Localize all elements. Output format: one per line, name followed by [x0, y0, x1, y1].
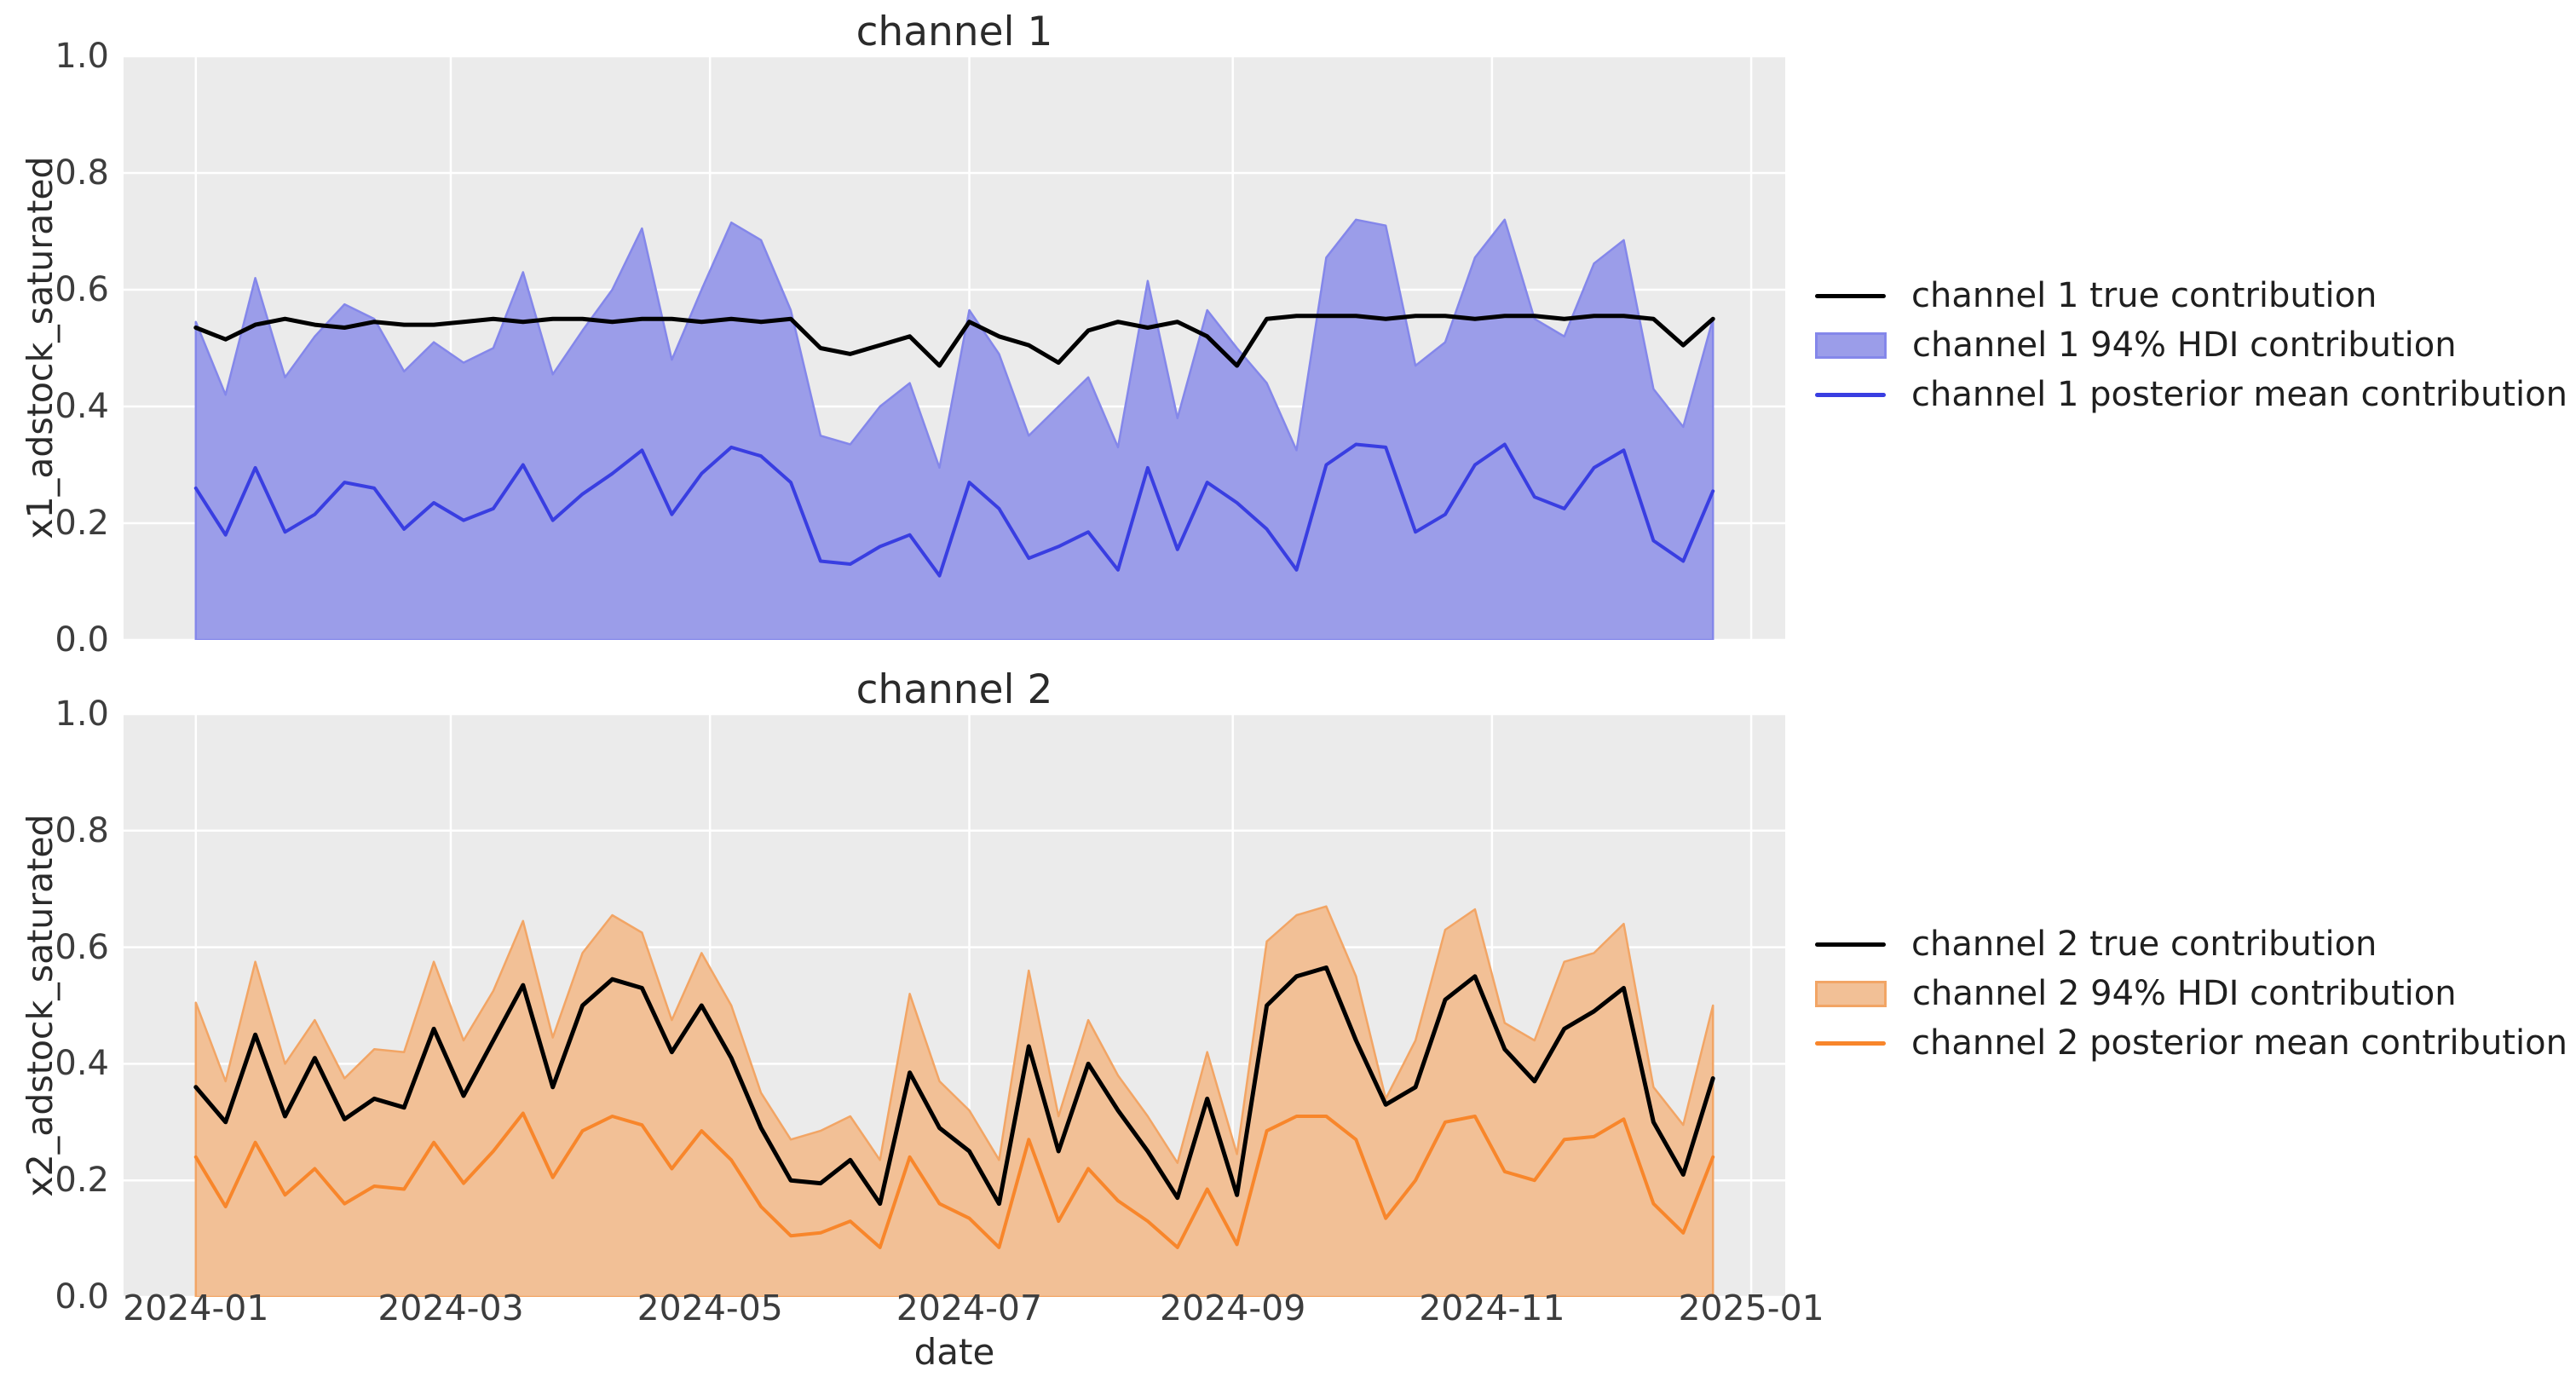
subplot-2-chart [124, 714, 1785, 1297]
x-tick-label: 2024-09 [1160, 1288, 1306, 1328]
x-tick-label: 2024-03 [377, 1288, 524, 1328]
series-line [193, 314, 1715, 368]
legend-item: channel 1 true contribution [1815, 271, 2565, 320]
series-line [193, 965, 1715, 1207]
legend-item: channel 2 posterior mean contribution [1815, 1018, 2567, 1068]
subplot-1-title: channel 1 [856, 9, 1053, 55]
legend-line-swatch [1815, 392, 1886, 397]
subplot-2-plot-area [124, 714, 1785, 1297]
series-line [193, 442, 1715, 578]
legend-item: channel 2 true contribution [1815, 919, 2565, 969]
legend-label: channel 2 posterior mean contribution [1911, 1023, 2567, 1063]
subplot-1-plot-area [124, 56, 1785, 640]
x-axis-label: date [913, 1331, 995, 1373]
y-tick-label: 1.0 [55, 37, 109, 76]
x-tick-label: 2025-01 [1678, 1288, 1824, 1328]
subplot-2-title: channel 2 [856, 666, 1053, 713]
hdi-band [194, 905, 1714, 1297]
subplot-2-y-axis-label: x2_adstock_saturated [20, 814, 61, 1197]
series-line [193, 1111, 1715, 1249]
y-tick-label: 0.8 [55, 810, 109, 850]
legend-label: channel 2 true contribution [1911, 925, 2377, 964]
legend-item: channel 1 posterior mean contribution [1815, 370, 2567, 419]
hdi-band [194, 218, 1714, 640]
x-tick-label: 2024-11 [1419, 1288, 1565, 1328]
y-tick-label: 0.8 [55, 153, 109, 193]
y-tick-label: 0.2 [55, 1161, 109, 1201]
subplot-1-chart [124, 56, 1785, 640]
legend-item: channel 2 94% HDI contribution [1815, 969, 2565, 1018]
subplot-2-legend: channel 2 true contribution channel 2 94%… [1815, 919, 2567, 1068]
legend-item: channel 1 94% HDI contribution [1815, 320, 2565, 370]
y-tick-label: 0.4 [55, 387, 109, 426]
x-tick-label: 2024-05 [637, 1288, 783, 1328]
legend-label: channel 2 94% HDI contribution [1912, 974, 2457, 1013]
y-tick-label: 0.0 [55, 1277, 109, 1317]
legend-patch-swatch [1815, 331, 1887, 359]
legend-line-swatch [1815, 293, 1886, 298]
legend-label: channel 1 true contribution [1911, 276, 2377, 315]
x-tick-label: 2024-01 [123, 1288, 269, 1328]
legend-label: channel 1 posterior mean contribution [1911, 375, 2567, 414]
legend-line-swatch [1815, 942, 1886, 947]
legend-patch-swatch [1815, 980, 1887, 1007]
legend-line-swatch [1815, 1040, 1886, 1046]
y-tick-label: 1.0 [55, 694, 109, 734]
x-tick-label: 2024-07 [896, 1288, 1043, 1328]
legend-label: channel 1 94% HDI contribution [1912, 326, 2457, 365]
y-tick-label: 0.6 [55, 927, 109, 967]
y-tick-label: 0.0 [55, 620, 109, 660]
y-tick-label: 0.6 [55, 270, 109, 309]
y-tick-label: 0.2 [55, 504, 109, 543]
subplot-1-y-axis-label: x1_adstock_saturated [20, 156, 61, 539]
y-tick-label: 0.4 [55, 1044, 109, 1084]
subplot-1-legend: channel 1 true contribution channel 1 94%… [1815, 271, 2567, 419]
